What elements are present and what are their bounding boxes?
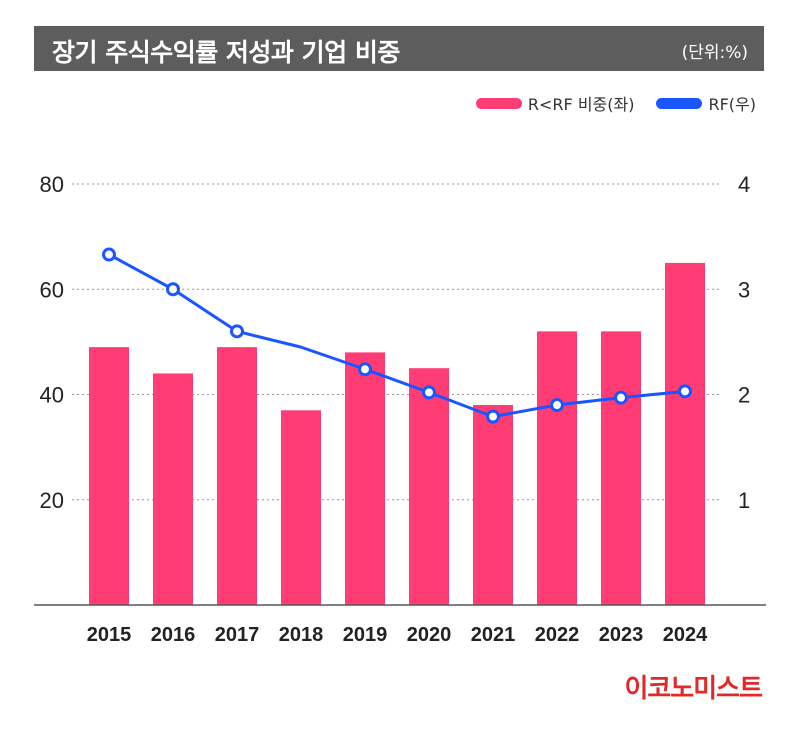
x-tick-label: 2017	[215, 624, 260, 646]
line-point	[166, 282, 180, 297]
legend-item-line: RF(우)	[656, 91, 756, 115]
x-tick-label: 2020	[407, 624, 452, 646]
legend-swatch-bar	[475, 97, 522, 109]
line-point	[486, 409, 500, 424]
bar	[153, 373, 193, 605]
bar	[281, 410, 321, 605]
line-point	[422, 385, 436, 400]
publisher-logo: 이코노미스트	[624, 674, 763, 704]
y-right-tick-label: 4	[738, 172, 750, 197]
bar	[409, 368, 449, 605]
bar	[345, 352, 385, 605]
x-tick-label: 2024	[663, 624, 708, 646]
y-left-tick-label: 20	[40, 488, 64, 513]
line-point	[358, 362, 372, 377]
y-right-tick-label: 3	[738, 277, 750, 302]
line-point	[230, 324, 244, 339]
x-tick-label: 2016	[151, 624, 196, 646]
x-tick-label: 2021	[471, 624, 516, 646]
x-tick-label: 2022	[535, 624, 580, 646]
bar	[473, 405, 513, 605]
legend-item-bar: R<RF 비중(좌)	[475, 91, 635, 115]
line-point	[614, 390, 628, 405]
line-series-rf	[108, 253, 686, 419]
bar	[665, 262, 705, 605]
line-point	[678, 384, 692, 399]
y-left-tick-label: 60	[40, 277, 64, 302]
x-tick-label: 2023	[599, 624, 644, 646]
bar	[89, 347, 129, 605]
legend: R<RF 비중(좌) RF(우)	[475, 91, 756, 115]
line-point	[550, 398, 564, 413]
y-right-tick-label: 1	[738, 488, 750, 513]
y-right-tick-label: 2	[738, 383, 750, 408]
x-tick-label: 2018	[279, 624, 324, 646]
y-left-tick-label: 40	[40, 383, 64, 408]
y-left-tick-label: 80	[40, 172, 64, 197]
legend-label-line: RF(우)	[708, 95, 756, 114]
bar	[217, 347, 257, 605]
bar	[601, 331, 641, 605]
title-bar: 장기 주식수익률 저성과 기업 비중 (단위:%)	[34, 26, 764, 71]
unit-label: (단위:%)	[681, 43, 748, 63]
legend-label-bar: R<RF 비중(좌)	[527, 95, 635, 114]
x-tick-label: 2015	[87, 624, 132, 646]
legend-swatch-line	[656, 97, 703, 109]
line-point	[102, 247, 116, 262]
bar	[537, 331, 577, 605]
chart-title: 장기 주식수익률 저성과 기업 비중	[52, 38, 400, 67]
x-tick-label: 2019	[343, 624, 388, 646]
